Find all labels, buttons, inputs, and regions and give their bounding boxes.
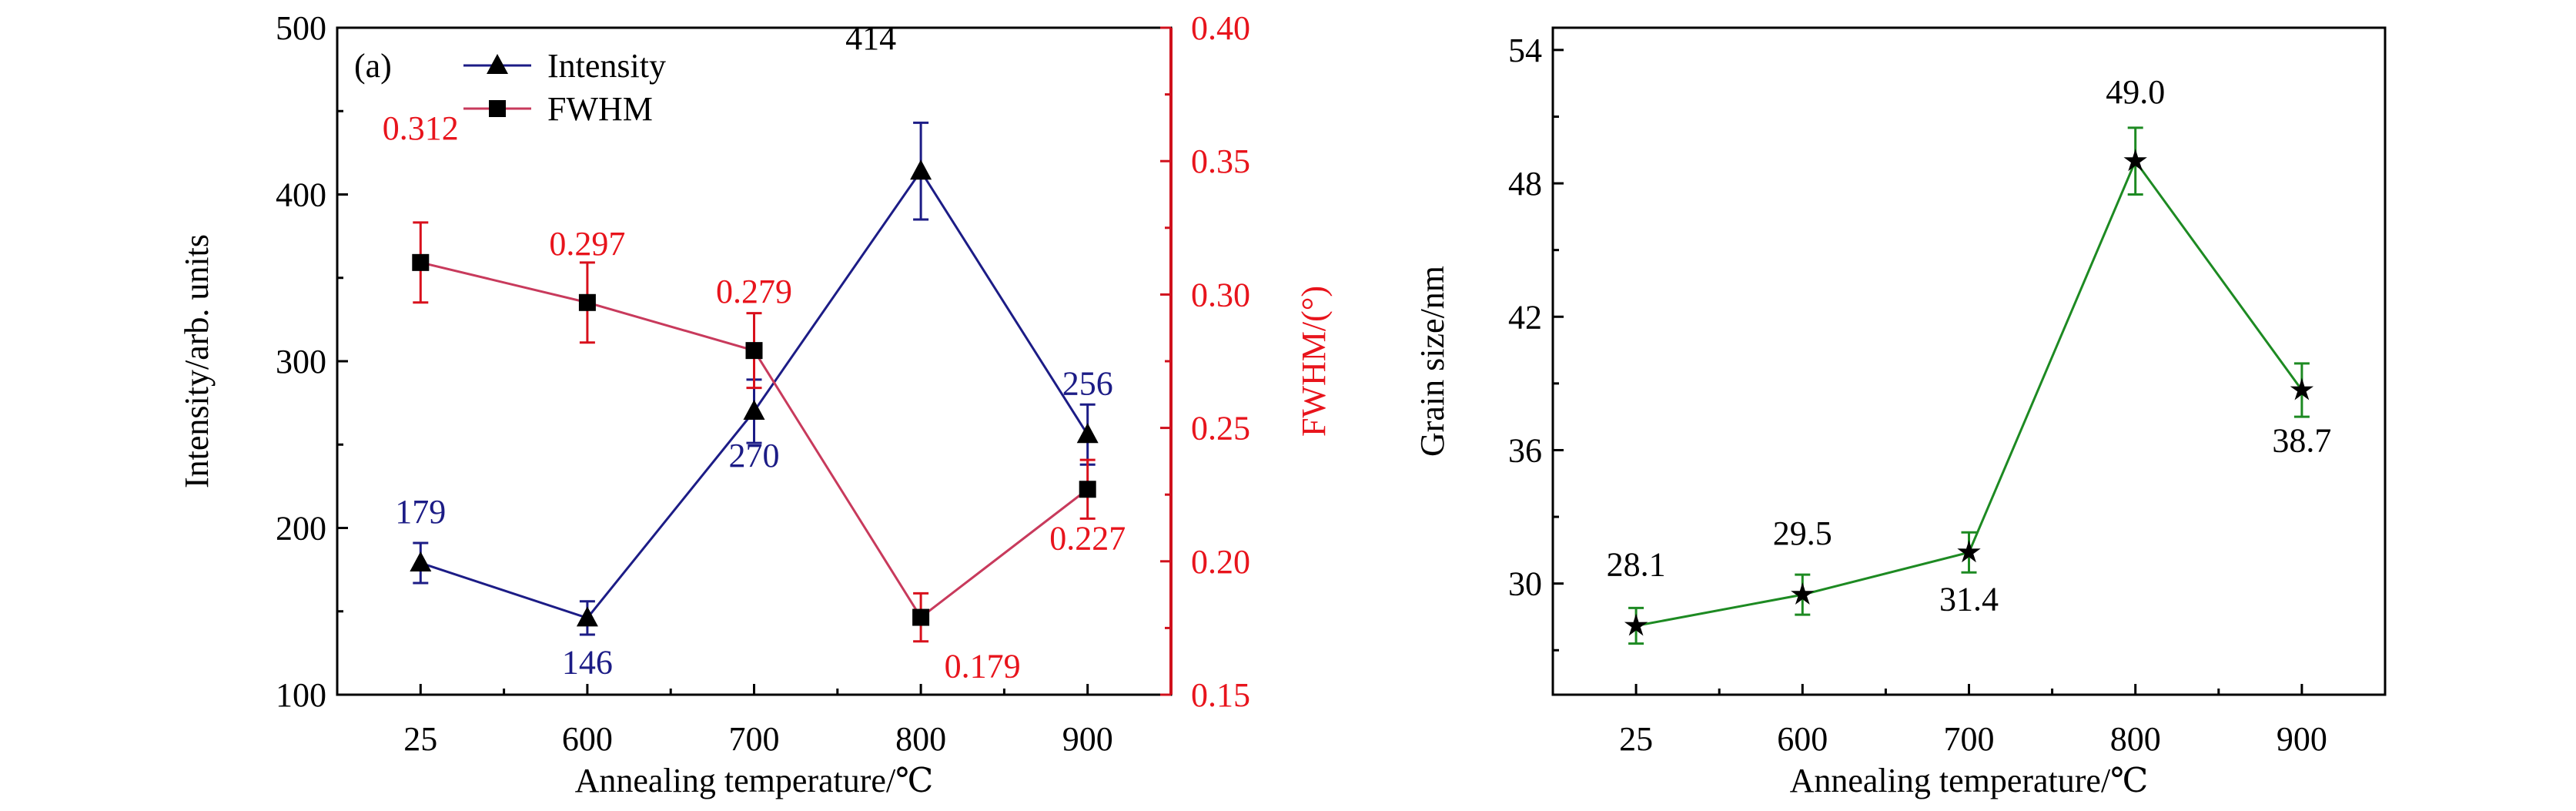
x-tick-label: 800	[895, 720, 946, 758]
data-point-square	[745, 342, 763, 360]
data-label: 414	[845, 19, 896, 57]
data-point-square	[412, 253, 430, 271]
y-tick-label: 42	[1508, 298, 1542, 336]
legend-label: Intensity	[547, 47, 666, 85]
legend-label: FWHM	[547, 90, 653, 128]
y-axis-label: Grain size/nm	[1413, 266, 1451, 457]
legend-square-marker	[489, 100, 506, 117]
data-label: 0.279	[716, 273, 792, 310]
x-tick-label: 25	[1619, 720, 1653, 758]
data-point-star	[1791, 582, 1815, 605]
y-tick-label: 400	[276, 176, 326, 214]
right-y-tick-label: 0.20	[1191, 543, 1250, 581]
data-point-star	[2290, 377, 2314, 400]
chart-b-grain-size: 25 600 700 800 900 30 36 42 48 54 Annealing temper…	[1413, 26, 2387, 799]
data-point-square	[1079, 481, 1096, 498]
data-label: 0.179	[945, 648, 1021, 685]
x-tick-label: 25	[403, 720, 437, 758]
data-label: 0.227	[1049, 519, 1126, 557]
y-tick-label: 48	[1508, 165, 1542, 203]
x-tick-label: 800	[2110, 720, 2161, 758]
data-label: 29.5	[1773, 514, 1832, 552]
right-y-tick-label: 0.15	[1191, 676, 1250, 714]
y-tick-label: 500	[276, 9, 326, 47]
data-label: 31.4	[1939, 580, 1999, 618]
data-label: 256	[1062, 364, 1113, 402]
x-tick-label: 700	[729, 720, 780, 758]
data-point-star	[2123, 149, 2147, 172]
data-label: 270	[729, 437, 780, 474]
data-point-square	[912, 608, 930, 626]
x-tick-label: 600	[562, 720, 613, 758]
data-label: 49.0	[2106, 73, 2165, 111]
data-point-star	[1957, 540, 1981, 563]
panel-label: (a)	[354, 47, 392, 85]
right-y-tick-label: 0.40	[1191, 9, 1250, 47]
x-tick-label: 600	[1777, 720, 1828, 758]
series-fwhm: 0.312 0.297 0.279 0.179 0.227	[383, 109, 1126, 685]
x-tick-label: 900	[1062, 720, 1113, 758]
data-label: 179	[395, 493, 446, 531]
data-point-star	[1624, 613, 1648, 636]
data-label: 28.1	[1607, 546, 1666, 584]
chart-a-intensity-fwhm: 25 600 700 800 900 100 200 300 400 500 0.15 0.20 0.2…	[178, 9, 1333, 799]
series-intensity: 179 146 270 414 256	[395, 19, 1112, 681]
data-label: 146	[562, 643, 613, 681]
right-y-tick-label: 0.30	[1191, 276, 1250, 313]
data-label: 0.312	[383, 109, 459, 147]
series-grain-size: 28.1 29.5 31.4 49.0 38.7	[1607, 73, 2331, 645]
data-point-triangle	[576, 606, 598, 627]
data-label: 0.297	[549, 225, 625, 263]
y-tick-label: 100	[276, 676, 326, 714]
y-tick-label: 54	[1508, 32, 1542, 69]
legend-triangle-marker	[487, 54, 508, 74]
x-tick-label: 900	[2277, 720, 2327, 758]
data-point-triangle	[910, 159, 932, 180]
right-y-axis-label: FWHM/(°)	[1295, 286, 1333, 437]
x-axis-label: Annealing temperature/℃	[575, 762, 934, 799]
right-y-tick-label: 0.35	[1191, 142, 1250, 180]
x-tick-label: 700	[1944, 720, 1995, 758]
legend: (a) Intensity FWHM	[354, 47, 666, 128]
data-label: 38.7	[2272, 422, 2331, 460]
y-tick-label: 36	[1508, 431, 1542, 469]
right-y-tick-label: 0.25	[1191, 410, 1250, 447]
data-point-triangle	[410, 551, 432, 571]
y-axis-label: Intensity/arb. units	[178, 234, 216, 488]
data-point-square	[578, 293, 596, 311]
y-tick-label: 30	[1508, 565, 1542, 603]
data-point-triangle	[743, 399, 765, 420]
y-tick-label: 200	[276, 510, 326, 548]
data-point-triangle	[1076, 423, 1099, 444]
y-tick-label: 300	[276, 343, 326, 380]
x-axis-label: Annealing temperature/℃	[1790, 762, 2149, 799]
